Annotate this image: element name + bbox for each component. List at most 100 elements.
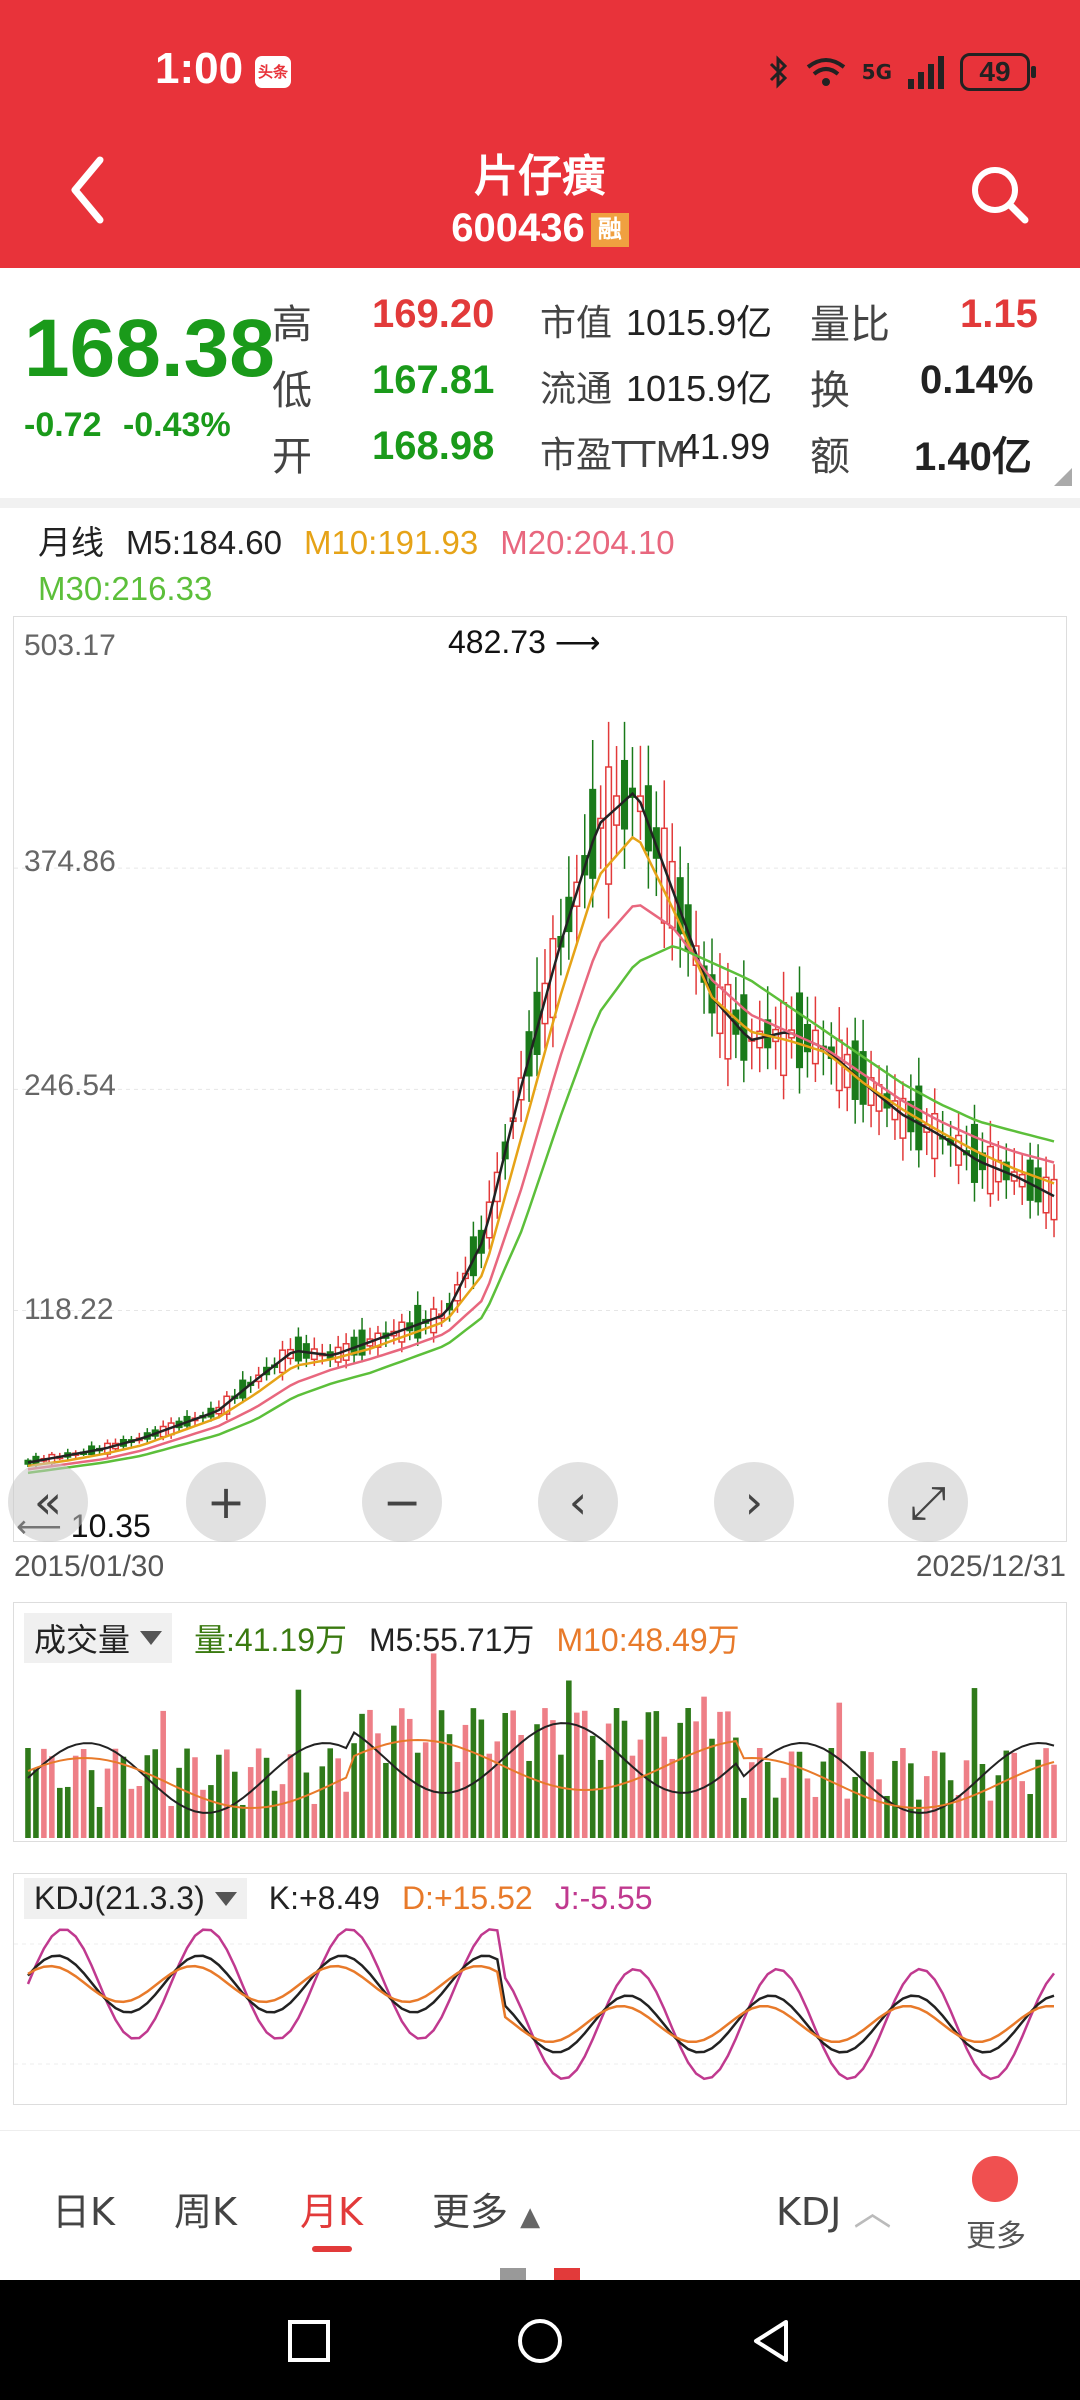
volume-bar — [192, 1757, 198, 1838]
high-label: 高 — [272, 302, 312, 348]
fullscreen-button[interactable]: ⤢ — [888, 1462, 968, 1542]
volume-bar — [542, 1708, 548, 1838]
volume-bar — [717, 1711, 723, 1838]
scroll-far-left-button[interactable]: « — [8, 1462, 88, 1542]
volume-bar — [693, 1721, 699, 1838]
volume-bar — [613, 1708, 620, 1838]
kline-chart[interactable]: 503.17 374.86 246.54 118.22 482.73 ⟶ ⟵ 1… — [13, 616, 1068, 1544]
tab-month-k[interactable]: 月K — [300, 2190, 363, 2234]
volume-bar — [1051, 1764, 1057, 1838]
tab-day-k[interactable]: 日K — [52, 2190, 115, 2234]
candle-body — [1050, 1178, 1058, 1221]
volume-legend: 成交量 量:41.19万 M5:55.71万 M10:48.49万 — [24, 1613, 740, 1663]
candle-body — [811, 1029, 819, 1065]
volume-bar — [208, 1785, 214, 1838]
volume-bar — [574, 1712, 580, 1838]
y-tick-label: 118.22 — [24, 1293, 114, 1326]
candle-body — [795, 992, 804, 1069]
volume-bar — [216, 1754, 222, 1838]
app-notification-icon: 头条 — [255, 56, 291, 88]
y-tick-label: 374.86 — [24, 845, 116, 878]
bluetooth-icon — [769, 55, 787, 89]
candle-body — [620, 759, 629, 830]
volume-bar — [947, 1780, 954, 1838]
volume-bar — [685, 1708, 691, 1838]
chart-nav-controls: « + − ‹ › ⤢ — [0, 1462, 1080, 1552]
change-value: -0.72 — [24, 406, 102, 444]
expand-corner-icon[interactable] — [1054, 468, 1072, 486]
indicator-label: KDJ — [776, 2190, 842, 2234]
ma-line-m30 — [27, 944, 1055, 1475]
volume-bar — [383, 1762, 389, 1838]
quote-summary: 168.38 -0.72 -0.43% 高 169.20 低 167.81 开 … — [0, 268, 1080, 500]
candle-body — [605, 766, 613, 885]
volume-bar — [152, 1749, 159, 1838]
home-icon[interactable] — [515, 2316, 565, 2366]
kdj-j-line — [26, 1928, 1055, 2081]
stock-name: 片仔癀 — [474, 151, 606, 202]
zoom-in-button[interactable]: + — [186, 1462, 266, 1542]
back-arrow-icon[interactable] — [60, 150, 130, 230]
candle-body — [931, 1112, 939, 1160]
zoom-out-button[interactable]: − — [362, 1462, 442, 1542]
divider — [0, 498, 1080, 508]
volume-bar — [375, 1733, 381, 1838]
volume-bar — [828, 1748, 835, 1838]
scroll-left-button[interactable]: ‹ — [538, 1462, 618, 1542]
volume-bar — [295, 1689, 302, 1838]
recent-apps-icon[interactable] — [284, 2316, 334, 2366]
x-start-date: 2015/01/30 — [14, 1550, 165, 1583]
active-tab-indicator — [312, 2246, 352, 2252]
volume-bar — [231, 1771, 238, 1838]
volume-bar — [391, 1725, 397, 1838]
tab-more-periods[interactable]: 更多 ▲ — [432, 2181, 540, 2236]
x-end-date: 2025/12/31 — [915, 1550, 1066, 1583]
candle-body — [986, 1145, 994, 1195]
volume-bar — [462, 1724, 469, 1838]
volume-bar — [128, 1788, 135, 1838]
volume-bar — [733, 1737, 739, 1838]
tab-week-k[interactable]: 周K — [174, 2190, 237, 2234]
volume-bar — [1019, 1781, 1025, 1838]
volume-chart[interactable]: 成交量 量:41.19万 M5:55.71万 M10:48.49万 — [13, 1602, 1067, 1842]
kdj-d: D:+15.52 — [401, 1880, 533, 1916]
max-price-value: 482.73 — [448, 624, 546, 660]
more-bubble-icon[interactable] — [972, 2156, 1018, 2202]
max-price-annotation: 482.73 ⟶ — [448, 624, 601, 660]
kdj-k: K:+8.49 — [268, 1880, 380, 1916]
kdj-chart[interactable]: KDJ(21.3.3) K:+8.49 D:+15.52 J:-5.55 — [13, 1873, 1068, 2105]
volume-bar — [57, 1787, 63, 1838]
amount-label: 额 — [810, 434, 850, 480]
indicator-select[interactable]: KDJ ︿ — [776, 2181, 892, 2236]
volume-bar — [581, 1710, 588, 1838]
volume-bar — [454, 1761, 461, 1838]
volume-bar — [900, 1748, 906, 1838]
volume-bar — [526, 1760, 532, 1838]
volume-bar — [88, 1770, 95, 1838]
high-value: 169.20 — [372, 292, 495, 336]
volume-bar — [995, 1775, 1002, 1838]
system-navigation-bar — [0, 2280, 1080, 2400]
vol-ratio-label: 量比 — [810, 302, 890, 348]
volume-bar — [550, 1720, 556, 1838]
turnover-label: 换 — [810, 368, 850, 414]
open-value: 168.98 — [372, 424, 495, 468]
volume-bar — [255, 1748, 262, 1838]
volume-bar — [319, 1766, 326, 1838]
candle-body — [970, 1123, 979, 1183]
volume-bar — [1035, 1759, 1041, 1838]
kdj-indicator-select[interactable]: KDJ(21.3.3) — [24, 1878, 247, 1919]
volume-bar — [239, 1804, 246, 1838]
battery-indicator: 49 — [960, 53, 1036, 91]
ma5-legend: M5:184.60 — [126, 524, 282, 561]
back-triangle-icon[interactable] — [746, 2316, 796, 2366]
volume-bar — [621, 1720, 628, 1838]
price-change: -0.72 -0.43% — [24, 406, 231, 445]
volume-bar — [359, 1713, 365, 1838]
ma-line-m5 — [27, 791, 1055, 1464]
scroll-right-button[interactable]: › — [714, 1462, 794, 1542]
more-menu-label[interactable]: 更多 — [966, 2219, 1026, 2254]
search-icon[interactable] — [965, 160, 1035, 230]
volume-bar — [80, 1749, 87, 1838]
volume-indicator-select[interactable]: 成交量 — [24, 1613, 173, 1663]
